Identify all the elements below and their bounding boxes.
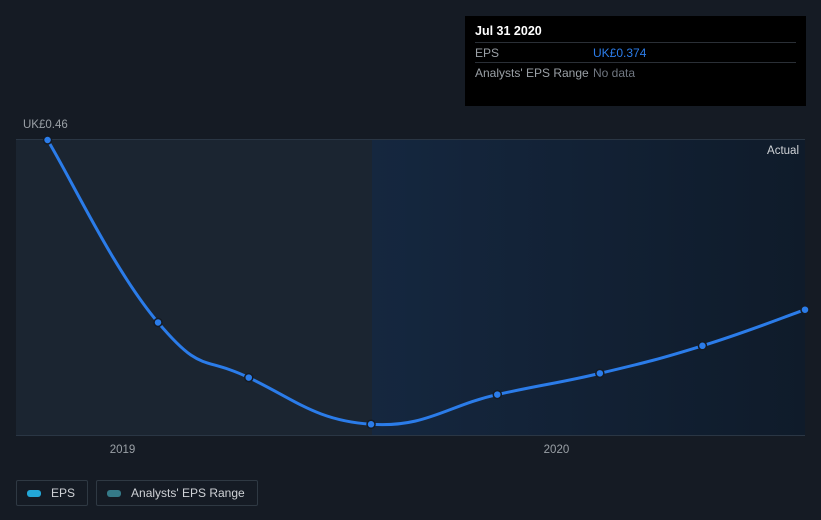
x-axis: 2019 2020	[16, 444, 805, 460]
tooltip-row-label: Analysts' EPS Range	[475, 66, 593, 80]
tooltip-row-value: No data	[593, 66, 635, 80]
chart-plot-area[interactable]: Actual	[16, 139, 805, 436]
chart-tooltip: Jul 31 2020 EPS UK£0.374 Analysts' EPS R…	[465, 16, 806, 106]
legend-item-analysts-range[interactable]: Analysts' EPS Range	[96, 480, 258, 506]
x-tick: 2019	[110, 444, 136, 456]
legend-label: EPS	[51, 486, 75, 500]
line-chart-svg	[16, 140, 805, 437]
legend-swatch-icon	[27, 490, 41, 497]
y-axis-max-label: UK£0.46	[23, 119, 68, 131]
chart-legend: EPS Analysts' EPS Range	[16, 480, 258, 506]
tooltip-row-value: UK£0.374	[593, 46, 646, 60]
tooltip-row: Analysts' EPS Range No data	[475, 62, 796, 82]
tooltip-row-label: EPS	[475, 46, 593, 60]
tooltip-date: Jul 31 2020	[475, 24, 796, 38]
tooltip-row: EPS UK£0.374	[475, 42, 796, 62]
legend-label: Analysts' EPS Range	[131, 486, 245, 500]
legend-swatch-icon	[107, 490, 121, 497]
legend-item-eps[interactable]: EPS	[16, 480, 88, 506]
x-tick: 2020	[544, 444, 570, 456]
